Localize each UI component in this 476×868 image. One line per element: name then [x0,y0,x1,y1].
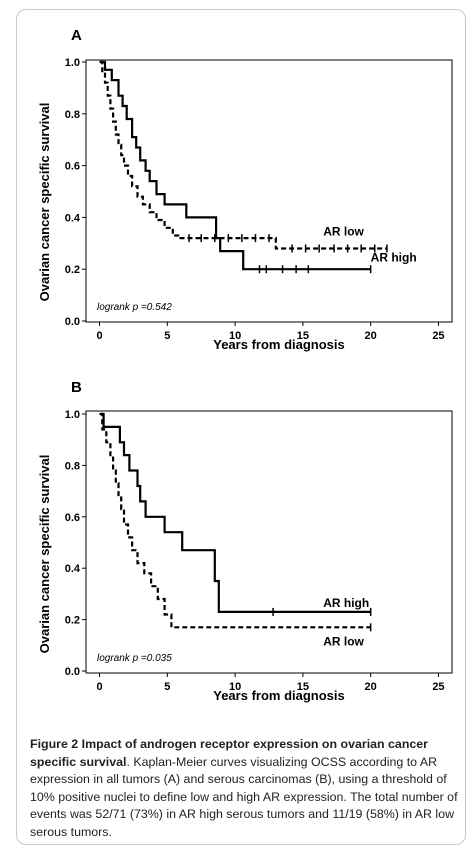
survival-curve-ar-high [99,412,371,613]
y-tick-label: 0.0 [65,316,80,328]
survival-curve-ar-low [99,412,371,629]
x-tick-label: 5 [164,330,170,342]
panel-letter: B [71,379,82,396]
curve-label-ar-low: AR low [323,634,364,648]
y-axis-title: Ovarian cancer specific survival [37,103,52,302]
y-tick-label: 0.8 [65,109,80,121]
x-tick-label: 10 [229,681,241,693]
x-tick-label: 15 [297,681,309,693]
plot-frame [85,410,453,674]
y-tick-label: 0.0 [65,666,80,678]
x-tick-label: 20 [365,330,377,342]
x-axis-title: Years from diagnosis [213,337,345,352]
y-tick-label: 0.6 [65,161,80,173]
figure-card: A 0.0 0.2 0.4 0.6 0.8 1.0 0 5 10 15 20 25 Years from … [16,9,466,845]
caption-title: Figure 2 Impact of androgen receptor exp… [30,737,428,769]
y-tick-label: 0.4 [65,212,81,224]
y-tick-label: 0.2 [65,615,80,627]
y-tick-label: 0.4 [65,563,81,575]
x-axis-title: Years from diagnosis [213,688,345,703]
panel-letter: A [71,27,82,44]
x-tick-label: 25 [432,681,444,693]
x-tick-label: 25 [432,330,444,342]
x-tick-label: 20 [365,681,377,693]
survival-curve-ar-low [99,60,387,250]
y-tick-label: 1.0 [65,409,80,421]
caption-text: . Kaplan-Meier curves visualizing OCSS a… [30,754,458,839]
y-tick-label: 0.6 [65,512,80,524]
panel-a: A 0.0 0.2 0.4 0.6 0.8 1.0 0 5 10 15 20 25 Years from … [37,27,453,352]
x-tick-label: 0 [96,330,102,342]
y-tick-label: 0.8 [65,460,80,472]
y-tick-label: 1.0 [65,57,80,69]
logrank-annotation: logrank p =0.542 [97,302,172,313]
x-tick-label: 15 [297,330,309,342]
curve-label-ar-high: AR high [371,251,417,265]
logrank-annotation: logrank p =0.035 [97,653,172,664]
plot-frame [85,59,453,323]
y-tick-label: 0.2 [65,264,80,276]
x-tick-label: 0 [96,681,102,693]
kaplan-meier-figure: A 0.0 0.2 0.4 0.6 0.8 1.0 0 5 10 15 20 25 Years from … [37,27,453,703]
curve-label-ar-high: AR high [323,596,369,610]
figure-caption: Figure 2 Impact of androgen receptor exp… [30,736,462,842]
panel-b: B 0.0 0.2 0.4 0.6 0.8 1.0 0 5 10 15 20 25 Years from … [37,379,453,703]
x-tick-label: 10 [229,330,241,342]
y-axis-title: Ovarian cancer specific survival [37,455,52,654]
x-tick-label: 5 [164,681,170,693]
curve-label-ar-low: AR low [323,225,364,239]
